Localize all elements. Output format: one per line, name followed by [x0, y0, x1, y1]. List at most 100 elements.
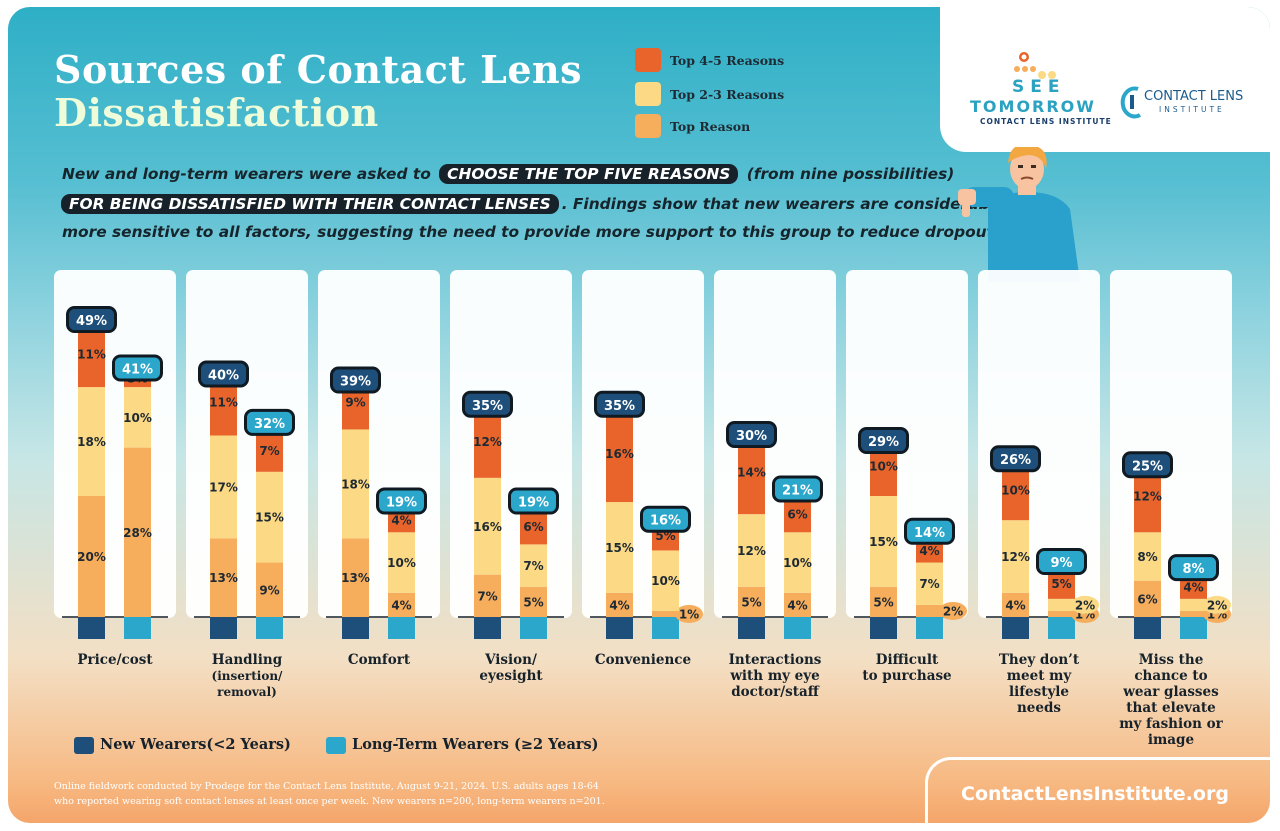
total-badge — [1036, 548, 1087, 576]
category-panel — [582, 270, 704, 618]
data-label: 13% — [341, 571, 370, 585]
intro-line-1: New and long-term wearers were asked to … — [62, 164, 955, 184]
category-label: image — [1148, 732, 1194, 748]
logo-panel — [940, 7, 1270, 152]
data-label: 2% — [1075, 598, 1095, 612]
bar-segment — [210, 435, 237, 539]
data-label: 11% — [77, 347, 106, 361]
data-label: 4% — [391, 598, 411, 612]
total-label: 40% — [208, 369, 239, 384]
data-label: 5% — [523, 595, 543, 609]
category-label: doctor/staff — [731, 684, 820, 700]
total-label: 21% — [782, 483, 813, 498]
key-swatch-top23 — [635, 82, 661, 106]
category-label: lifestyle — [1009, 684, 1069, 700]
category-label: chance to — [1134, 668, 1207, 684]
total-badge — [508, 487, 559, 515]
category-label: (insertion/ — [212, 669, 284, 683]
key-label-top45: Top 4-5 Reasons — [670, 53, 785, 68]
total-label: 35% — [472, 399, 503, 414]
bar-segment — [256, 429, 283, 472]
data-label: 16% — [605, 447, 634, 461]
total-label: 49% — [76, 314, 107, 329]
category-label: eyesight — [479, 668, 543, 684]
series-cap — [652, 617, 679, 639]
bar-segment — [1134, 580, 1161, 617]
series-cap — [738, 617, 765, 639]
category-label: my fashion or — [1119, 716, 1223, 732]
intro-highlight-2: FOR BEING DISSATISFIED WITH THEIR CONTAC… — [61, 194, 559, 214]
total-badge — [66, 306, 117, 334]
series-cap — [124, 617, 151, 639]
bar-segment — [784, 592, 811, 617]
data-label: 4% — [787, 598, 807, 612]
total-label: 32% — [254, 417, 285, 432]
total-badge — [772, 475, 823, 503]
category-label: Miss the — [1139, 652, 1204, 668]
total-badge — [112, 354, 163, 382]
bar-segment — [474, 477, 501, 575]
logo-see-subtitle: CONTACT LENS INSTITUTE — [980, 117, 1112, 126]
bar-segment — [870, 496, 897, 587]
series-cap — [474, 617, 501, 639]
data-label: 12% — [1001, 550, 1030, 564]
data-label: 1% — [679, 607, 699, 621]
bar-segment — [1180, 598, 1207, 611]
total-badge — [726, 421, 777, 448]
category-label: wear glasses — [1122, 684, 1219, 700]
series-cap — [1180, 617, 1207, 639]
data-label: 4% — [1005, 598, 1025, 612]
data-label: 10% — [1001, 483, 1030, 497]
total-label: 19% — [386, 496, 417, 511]
total-badge — [594, 390, 645, 418]
bar-segment — [520, 544, 547, 587]
bar-segment — [1002, 592, 1029, 617]
data-label: 12% — [473, 435, 502, 449]
data-label: 5% — [873, 595, 893, 609]
category-label: meet my — [1007, 668, 1073, 684]
total-label: 14% — [914, 526, 945, 541]
total-label: 19% — [518, 496, 549, 511]
bar-segment — [1048, 610, 1075, 617]
series-cap — [388, 617, 415, 639]
intro-line-3: more sensitive to all factors, suggestin… — [62, 223, 1051, 241]
bar-segment — [388, 532, 415, 593]
bar-segment — [256, 471, 283, 563]
chart-area: 20%18%11%49%28%10%3%41%Price/cost13%17%1… — [54, 270, 1232, 748]
category-label: Handling — [212, 652, 283, 668]
data-label: 6% — [523, 520, 543, 534]
data-label: 4% — [1183, 580, 1203, 594]
data-label-bg — [939, 601, 967, 620]
category-label: to purchase — [862, 668, 951, 684]
legend-swatch-new — [74, 737, 94, 754]
category-label: Vision/ — [484, 652, 537, 668]
bar-segment — [1134, 532, 1161, 581]
bar-segment — [388, 592, 415, 617]
data-label: 15% — [605, 541, 634, 555]
bar-segment — [1180, 610, 1207, 617]
series-cap — [606, 617, 633, 639]
bar-segment — [916, 604, 943, 617]
thumbs-down-person-icon — [958, 147, 1080, 282]
series-cap — [784, 617, 811, 639]
series-cap — [870, 617, 897, 639]
total-badge — [904, 517, 955, 545]
total-label: 39% — [340, 375, 371, 390]
category-label: Convenience — [595, 652, 691, 668]
category-label: Comfort — [348, 652, 411, 668]
logo-tomorrow-text: TOMORROW — [970, 97, 1096, 116]
data-label-bg — [1203, 595, 1231, 614]
category-label: that elevate — [1126, 700, 1215, 716]
bar-segment — [474, 574, 501, 617]
bar-segment — [210, 538, 237, 617]
bar-segment — [652, 550, 679, 611]
website-link[interactable]: ContactLensInstitute.org — [961, 783, 1229, 805]
data-label: 10% — [783, 556, 812, 570]
data-label: 4% — [391, 514, 411, 528]
data-label: 15% — [869, 535, 898, 549]
total-label: 9% — [1050, 556, 1072, 571]
data-label: 2% — [1207, 598, 1227, 612]
bar-segment — [606, 502, 633, 593]
data-label: 8% — [1137, 550, 1157, 564]
data-label: 7% — [919, 577, 939, 591]
